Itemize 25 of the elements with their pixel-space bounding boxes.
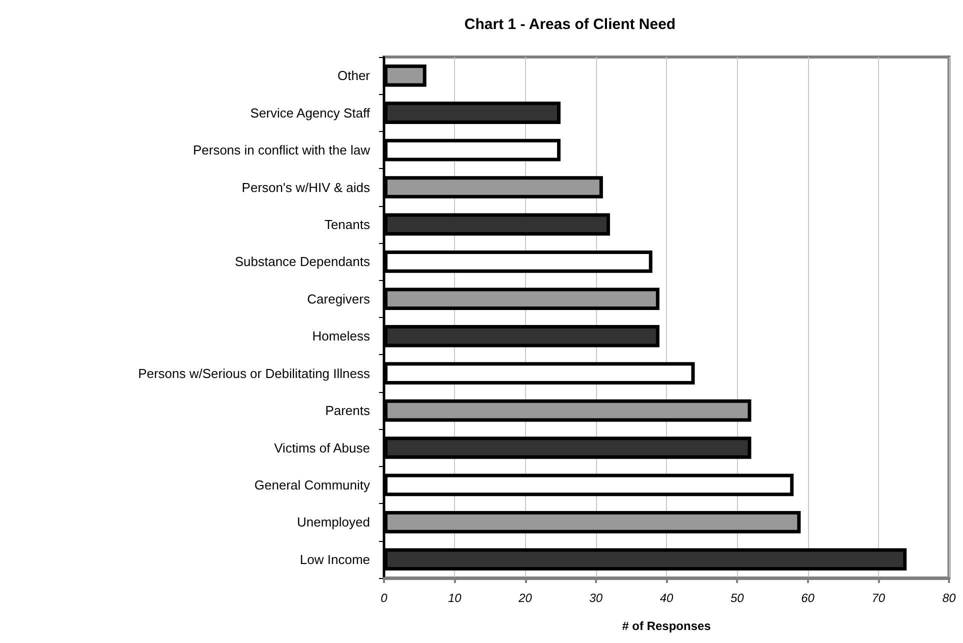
y-tick-label: Parents <box>325 403 370 418</box>
y-tick-label: Tenants <box>324 216 370 232</box>
x-tick-label: 10 <box>448 591 462 605</box>
x-tick-label: 60 <box>801 591 815 605</box>
y-tick-label: Persons w/Serious or Debilitating Illness <box>138 366 370 381</box>
x-axis-title: # of Responses <box>622 619 712 633</box>
x-tick-label: 20 <box>518 591 532 605</box>
x-tick-label: 80 <box>942 591 956 605</box>
x-tick-label: 30 <box>589 591 603 605</box>
y-tick-label: Unemployed <box>297 514 370 530</box>
y-tick-label: General Community <box>254 477 370 492</box>
y-tick-label: Caregivers <box>307 291 370 306</box>
x-tick-label: 0 <box>380 591 388 605</box>
x-tick-label: 40 <box>660 591 674 605</box>
y-tick-label: Person's w/HIV & aids <box>242 180 370 195</box>
y-tick-label: Service Agency Staff <box>250 105 370 120</box>
x-tick-label: 50 <box>730 591 744 605</box>
chart-title: Chart 1 - Areas of Client Need <box>464 16 676 33</box>
y-tick-label: Low Income <box>300 552 370 567</box>
y-tick-label: Persons in conflict with the law <box>192 142 371 158</box>
y-tick-label: Homeless <box>312 328 370 344</box>
y-tick-label: Victims of Abuse <box>274 440 370 456</box>
y-tick-label: Other <box>337 68 371 84</box>
y-tick-label: Substance Dependants <box>234 254 370 270</box>
x-tick-label: 70 <box>872 591 886 605</box>
